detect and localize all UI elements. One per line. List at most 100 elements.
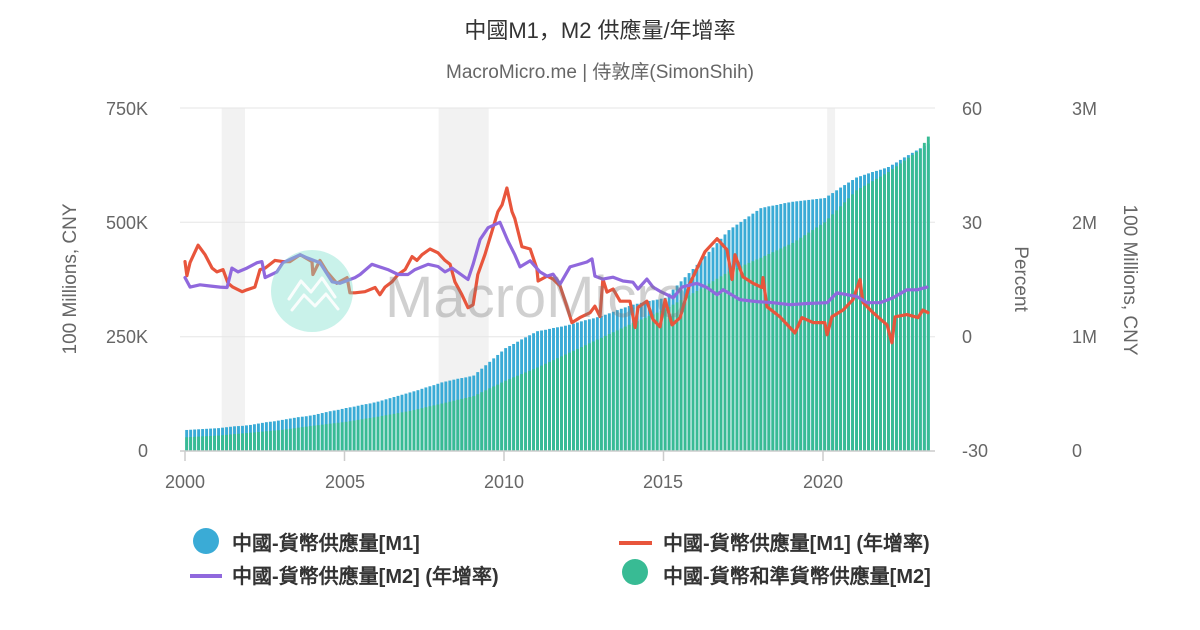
bar[interactable] [631,322,635,451]
bar[interactable] [241,433,244,451]
bar[interactable] [731,269,735,451]
bar[interactable] [201,436,205,451]
bar[interactable] [233,434,236,451]
bar[interactable] [643,317,647,451]
bar[interactable] [883,174,886,451]
bar[interactable] [803,235,807,451]
bar[interactable] [320,424,324,451]
bar[interactable] [524,372,528,451]
bar[interactable] [623,326,627,451]
bar[interactable] [372,417,376,451]
bar[interactable] [747,262,751,451]
bar[interactable] [707,283,711,451]
bar[interactable] [667,306,671,451]
bar[interactable] [260,431,264,451]
bar[interactable] [591,341,595,451]
bar[interactable] [197,436,201,451]
bar[interactable] [902,160,906,452]
bar[interactable] [272,430,276,451]
bar[interactable] [835,210,839,451]
bar[interactable] [671,304,675,451]
bar[interactable] [599,337,603,451]
bar[interactable] [552,360,555,451]
bar[interactable] [568,352,571,451]
bar[interactable] [392,413,396,451]
bar[interactable] [791,242,795,451]
bar[interactable] [663,309,667,451]
bar[interactable] [906,157,910,452]
bar[interactable] [799,237,803,451]
bar[interactable] [468,397,472,451]
bar[interactable] [771,252,775,451]
bar[interactable] [229,434,232,451]
bar[interactable] [536,367,539,451]
bar[interactable] [500,382,504,451]
bar[interactable] [428,406,432,451]
bar[interactable] [779,248,783,451]
bar[interactable] [528,370,532,451]
bar[interactable] [898,163,902,451]
bar[interactable] [659,310,663,451]
bar[interactable] [193,436,197,451]
bar[interactable] [787,244,791,451]
bar[interactable] [368,417,372,451]
bar[interactable] [775,250,779,451]
bar[interactable] [651,314,655,451]
bar[interactable] [249,432,252,451]
bar[interactable] [288,428,292,451]
bar[interactable] [340,422,344,451]
bar[interactable] [843,202,847,451]
bar[interactable] [723,273,727,451]
bar[interactable] [611,332,615,451]
bar[interactable] [404,411,408,451]
bar[interactable] [894,166,898,451]
bar[interactable] [217,435,220,451]
bar[interactable] [647,316,651,451]
bar[interactable] [444,402,448,451]
bar[interactable] [352,420,356,451]
bar[interactable] [520,374,524,451]
bar[interactable] [679,300,683,451]
bar[interactable] [245,433,248,451]
bar[interactable] [767,254,771,451]
bar[interactable] [185,437,189,451]
bar[interactable] [867,183,870,451]
bar[interactable] [332,423,336,451]
bar[interactable] [264,431,268,451]
bar[interactable] [237,433,240,451]
bar[interactable] [811,230,815,451]
bar[interactable] [376,416,380,451]
bar[interactable] [735,268,739,451]
bar[interactable] [595,339,599,451]
bar[interactable] [348,421,352,451]
bar[interactable] [448,401,452,451]
bar[interactable] [312,425,316,451]
bar[interactable] [627,324,631,451]
bar[interactable] [603,335,607,451]
bar[interactable] [396,413,400,451]
bar[interactable] [452,400,456,451]
bar[interactable] [863,185,866,451]
legend-item-m2-yoy[interactable]: 中國-貨幣供應量[M2] (年增率) [190,564,499,588]
bar[interactable] [416,409,420,451]
legend-item-m2[interactable]: 中國-貨幣和準貨幣供應量[M2] [622,559,931,588]
bar[interactable] [823,222,827,451]
bar[interactable] [859,188,862,452]
bar[interactable] [488,388,492,451]
bar[interactable] [703,286,707,451]
bar[interactable] [284,429,288,451]
bar[interactable] [879,176,882,451]
bar[interactable] [575,348,579,451]
bar[interactable] [472,396,476,451]
bar[interactable] [691,293,695,451]
bar[interactable] [711,281,715,451]
bar[interactable] [560,356,563,451]
bar[interactable] [268,430,272,451]
bar[interactable] [695,290,699,451]
bar[interactable] [795,240,799,451]
bar[interactable] [508,379,512,451]
bar[interactable] [400,412,404,451]
bar[interactable] [819,224,823,451]
bar[interactable] [926,136,930,452]
bar[interactable] [615,330,619,451]
